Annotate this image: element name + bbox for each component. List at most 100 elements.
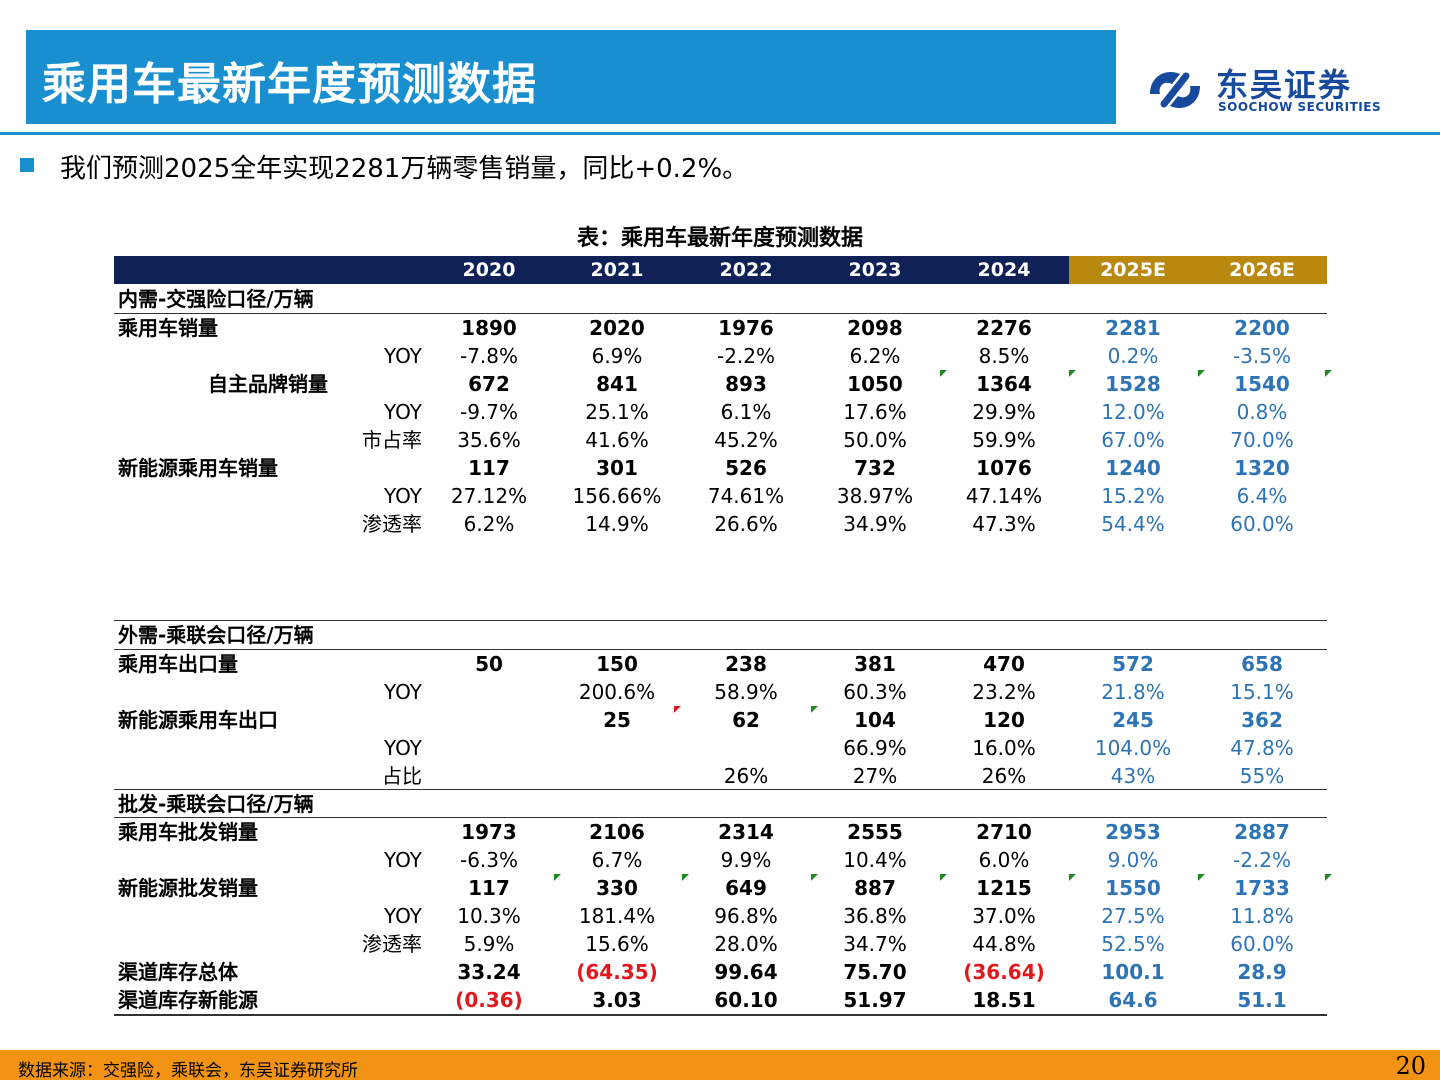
table-cell: 70.0%	[1230, 428, 1294, 452]
section-title-row: 批发-乘联会口径/万辆	[114, 790, 1327, 818]
table-cell: 62	[732, 708, 760, 732]
title-bar: 乘用车最新年度预测数据	[26, 30, 1116, 124]
cell-indicator-icon	[811, 706, 818, 713]
table-cell: 150	[596, 652, 638, 676]
table-divider	[114, 1014, 1327, 1016]
table-cell: 1215	[976, 876, 1032, 900]
column-header: 2022	[719, 259, 773, 281]
table-cell: 10.4%	[843, 848, 907, 872]
table-row: YOY 10.3% 181.4% 96.8% 36.8% 37.0% 27.5% 11.8%	[114, 902, 1327, 930]
table-row: 自主品牌销量 672 841 893 1050 1364 1528 1540	[114, 370, 1327, 398]
table-cell: 59.9%	[972, 428, 1036, 452]
table-cell: 2314	[718, 820, 774, 844]
section-title: 批发-乘联会口径/万辆	[118, 792, 314, 816]
table-divider	[114, 649, 1327, 650]
table-row: 市占率 35.6% 41.6% 45.2% 50.0% 59.9% 67.0% 70.0%	[114, 426, 1327, 454]
table-cell: 96.8%	[714, 904, 778, 928]
table-caption: 表：乘用车最新年度预测数据	[576, 226, 863, 251]
table-cell: 5.9%	[463, 932, 515, 956]
table-cell: 893	[725, 372, 767, 396]
table-cell: 45.2%	[714, 428, 778, 452]
table-cell: 0.2%	[1107, 344, 1159, 368]
row-label: YOY	[384, 904, 422, 928]
table-row: YOY -6.3% 6.7% 9.9% 10.4% 6.0% 9.0% -2.2%	[114, 846, 1327, 874]
table-row: YOY -7.8% 6.9% -2.2% 6.2% 8.5% 0.2% -3.5%	[114, 342, 1327, 370]
table-cell: 60.3%	[843, 680, 907, 704]
cell-indicator-icon	[940, 370, 947, 377]
table-cell: 12.0%	[1101, 400, 1165, 424]
table-cell: 238	[725, 652, 767, 676]
table-cell: 1050	[847, 372, 903, 396]
table-cell: (64.35)	[576, 960, 658, 984]
table-cell: 50	[475, 652, 503, 676]
table-cell: 18.51	[972, 988, 1036, 1012]
table-cell	[425, 762, 554, 790]
table-cell: 58.9%	[714, 680, 778, 704]
table-cell: 1540	[1234, 372, 1290, 396]
row-label: 新能源乘用车销量	[118, 456, 278, 480]
table-cell: 6.2%	[463, 512, 515, 536]
company-logo: 东吴证券 SOOCHOW SECURITIES	[1140, 60, 1381, 120]
row-label: 自主品牌销量	[208, 372, 328, 396]
table-cell: 60.10	[714, 988, 778, 1012]
table-cell: -7.8%	[459, 344, 519, 368]
table-cell: 330	[596, 876, 638, 900]
cell-indicator-icon	[1198, 874, 1205, 881]
logo-chinese-name: 东吴证券	[1216, 66, 1353, 104]
table-row: 渠道库存新能源 (0.36) 3.03 60.10 51.97 18.51 64.6 51.1	[114, 986, 1327, 1014]
table-cell: 6.9%	[591, 344, 643, 368]
table-cell: 25.1%	[585, 400, 649, 424]
table-cell: 67.0%	[1101, 428, 1165, 452]
table-cell: (36.64)	[963, 960, 1045, 984]
table-cell	[682, 734, 811, 762]
table-cell: 117	[468, 876, 510, 900]
table-cell: 35.6%	[457, 428, 521, 452]
table-cell: 26%	[981, 764, 1027, 788]
row-label: YOY	[384, 344, 422, 368]
table-cell: 6.2%	[849, 344, 901, 368]
summary-bullet: 我们预测2025全年实现2281万辆零售销量，同比+0.2%。	[60, 154, 749, 184]
table-cell: 34.9%	[843, 512, 907, 536]
table-cell: 44.8%	[972, 932, 1036, 956]
table-cell: 362	[1241, 708, 1283, 732]
table-row: 乘用车出口量 50 150 238 381 470 572 658	[114, 650, 1327, 678]
table-cell: 10.3%	[457, 904, 521, 928]
table-cell: 47.3%	[972, 512, 1036, 536]
table-cell: 1890	[461, 316, 517, 340]
table-cell: 100.1	[1101, 960, 1165, 984]
table-cell: 9.9%	[720, 848, 772, 872]
row-label: 市占率	[362, 428, 422, 452]
table-row: 乘用车批发销量 1973 2106 2314 2555 2710 2953 2887	[114, 818, 1327, 846]
table-cell: 51.97	[843, 988, 907, 1012]
table-row: 新能源乘用车出口 25 62 104 120 245 362	[114, 706, 1327, 734]
footer-bar: 数据来源：交强险，乘联会，东吴证券研究所 20	[0, 1050, 1440, 1081]
table-row: 渗透率 6.2% 14.9% 26.6% 34.9% 47.3% 54.4% 60.0%	[114, 510, 1327, 538]
table-cell: 27.5%	[1101, 904, 1165, 928]
table-cell: 15.6%	[585, 932, 649, 956]
cell-indicator-icon	[554, 874, 561, 881]
table-cell: (0.36)	[455, 988, 523, 1012]
row-label: 渗透率	[362, 932, 422, 956]
table-cell: 36.8%	[843, 904, 907, 928]
table-cell: 54.4%	[1101, 512, 1165, 536]
table-cell: 526	[725, 456, 767, 480]
table-cell: -3.5%	[1232, 344, 1292, 368]
soochow-logo-icon	[1150, 72, 1200, 108]
table-cell: 6.7%	[591, 848, 643, 872]
table-cell: 41.6%	[585, 428, 649, 452]
table-cell: 2281	[1105, 316, 1161, 340]
table-cell: 1550	[1105, 876, 1161, 900]
column-header: 2021	[590, 259, 644, 281]
table-cell: 47.14%	[965, 484, 1043, 508]
table-cell: 181.4%	[578, 904, 656, 928]
table-row: 占比 26% 27% 26% 43% 55%	[114, 762, 1327, 790]
table-cell: 9.0%	[1107, 848, 1159, 872]
table-cell: 120	[983, 708, 1025, 732]
table-cell: 1364	[976, 372, 1032, 396]
cell-indicator-icon	[811, 874, 818, 881]
table-divider	[114, 789, 1327, 790]
table-cell: 1733	[1234, 876, 1290, 900]
table-cell: 841	[596, 372, 638, 396]
row-label: 渠道库存总体	[118, 960, 238, 984]
table-cell: 26%	[723, 764, 769, 788]
